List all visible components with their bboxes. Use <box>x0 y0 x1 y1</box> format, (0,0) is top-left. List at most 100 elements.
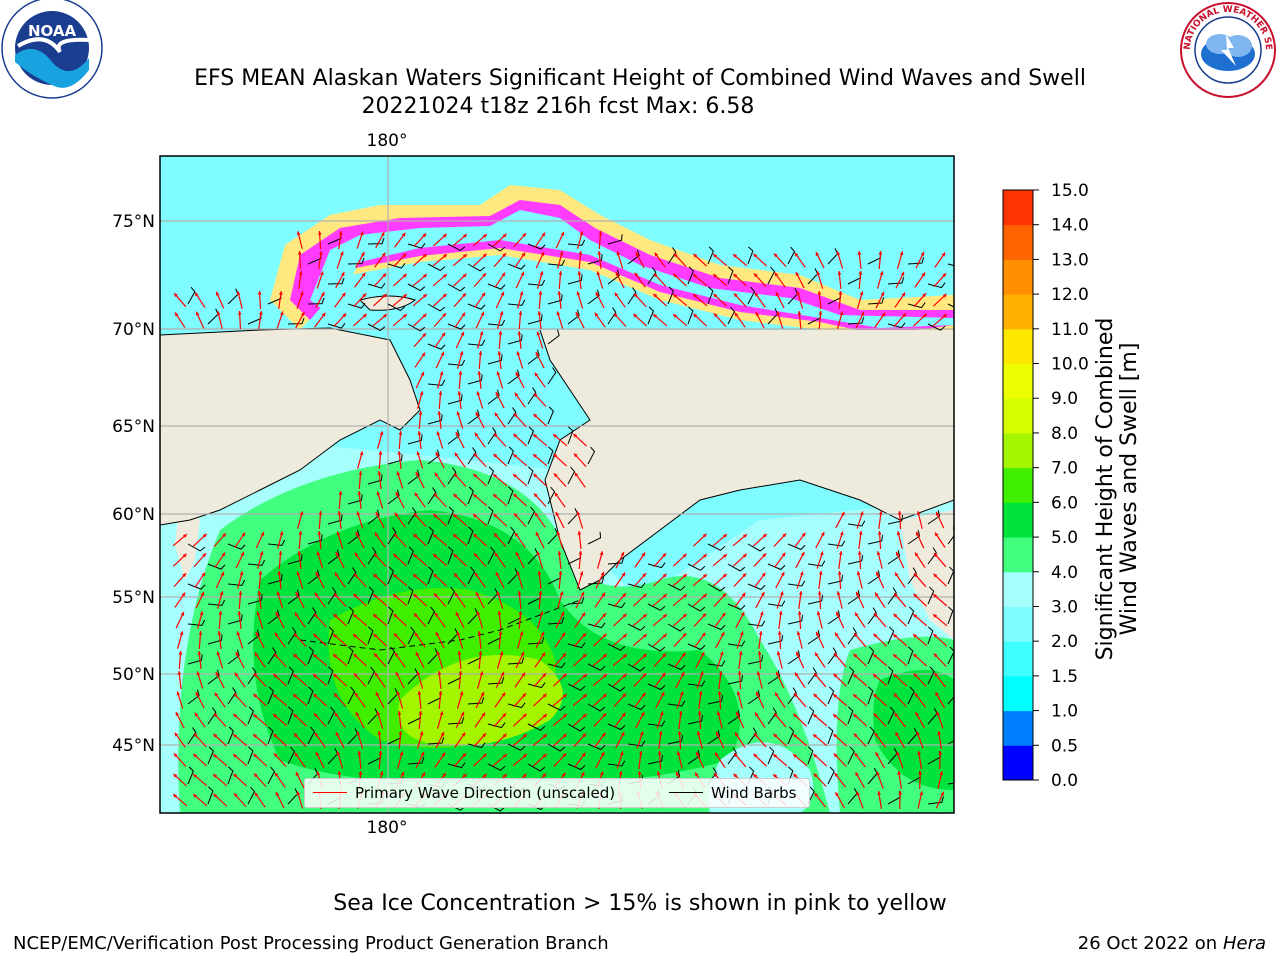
wave-direction-arrowhead <box>454 452 459 457</box>
wind-barb <box>267 609 280 625</box>
wave-direction-arrowhead <box>778 611 783 615</box>
wind-barb <box>887 277 905 285</box>
wave-direction-arrowhead <box>394 512 399 517</box>
wave-direction-arrowhead <box>640 712 645 717</box>
wave-direction-arrowhead <box>775 291 780 296</box>
wave-direction-arrowhead <box>341 292 346 297</box>
wave-direction-arrowhead <box>713 274 718 278</box>
wind-barb <box>627 663 646 672</box>
wind-barb <box>347 646 354 665</box>
wind-barb <box>727 306 736 325</box>
wave-direction-arrowhead <box>416 671 421 676</box>
wave-direction-arrowhead <box>373 594 378 598</box>
wind-barb <box>267 766 276 785</box>
wave-direction-arrowhead <box>414 492 419 497</box>
wave-direction-arrowhead <box>854 633 858 638</box>
wave-direction-arrowhead <box>437 671 442 675</box>
wind-barb <box>947 688 954 705</box>
wave-direction-arrowhead <box>933 573 938 578</box>
wind-barb <box>807 560 826 567</box>
wave-direction-arrowhead <box>673 294 678 298</box>
wind-barb <box>307 686 314 705</box>
wave-direction-arrowhead <box>635 251 640 256</box>
colorbar-segment <box>1003 432 1033 469</box>
wind-barb <box>687 643 706 651</box>
wave-direction-arrowhead <box>437 411 442 415</box>
wave-direction-arrowhead <box>482 753 487 758</box>
wave-direction-arrowhead <box>336 531 341 536</box>
wave-direction-arrowhead <box>894 712 899 717</box>
wave-direction-arrowhead <box>573 453 578 458</box>
wind-barb <box>367 586 374 605</box>
wave-direction-arrowhead <box>876 771 880 776</box>
wave-direction-arrowhead <box>315 571 320 576</box>
wind-barb <box>327 323 346 329</box>
wind-barb <box>527 723 546 731</box>
wind-barb <box>187 286 196 305</box>
wind-barb <box>227 649 240 665</box>
wave-direction-arrowhead <box>633 293 638 298</box>
wave-direction-arrowhead <box>422 333 426 338</box>
wave-direction-arrowhead <box>873 654 878 658</box>
wave-direction-arrowhead <box>597 251 602 255</box>
wave-direction-arrowhead <box>461 732 466 737</box>
wind-barb <box>747 543 766 552</box>
wave-direction-arrowhead <box>520 271 525 276</box>
wind-barb <box>387 303 406 312</box>
wave-direction-arrowhead <box>402 253 407 258</box>
wind-barb <box>187 619 206 626</box>
wave-direction-arrowhead <box>541 232 546 237</box>
wave-direction-arrowhead <box>177 671 182 675</box>
wave-direction-arrowhead <box>937 731 942 735</box>
wave-direction-arrowhead <box>838 551 843 555</box>
wave-direction-arrowhead <box>259 551 264 556</box>
wave-direction-arrowhead <box>422 294 427 298</box>
wave-direction-arrowhead <box>340 272 345 277</box>
wave-direction-arrowhead <box>857 551 862 555</box>
wave-direction-arrowhead <box>602 633 607 638</box>
wave-and-wind-vectors <box>172 230 954 812</box>
wave-direction-arrowhead <box>498 331 503 335</box>
wave-direction-arrowhead <box>253 753 258 758</box>
wind-barb <box>307 607 317 625</box>
wind-barb <box>387 454 403 465</box>
wind-barb <box>867 297 885 305</box>
wave-direction-arrowhead <box>839 311 844 316</box>
wave-direction-arrowhead <box>294 612 299 617</box>
wind-barb <box>327 587 337 605</box>
wave-direction-arrowhead <box>918 771 923 775</box>
wind-barb <box>927 626 934 645</box>
wind-barb <box>587 254 603 265</box>
wave-direction-arrowhead <box>533 454 538 458</box>
colorbar-title-line2: Wind Waves and Swell [m] <box>1117 342 1142 636</box>
wind-barb <box>827 766 835 785</box>
wave-direction-arrowhead <box>442 254 447 258</box>
lat-label: 45°N <box>112 736 155 756</box>
wave-direction-arrowhead <box>720 632 725 637</box>
wave-direction-arrowhead <box>180 611 185 616</box>
wind-barb <box>587 446 596 465</box>
wind-barb <box>807 594 824 605</box>
wind-barb <box>427 303 446 312</box>
wave-direction-arrowhead <box>360 252 365 257</box>
wave-direction-arrowhead <box>579 571 584 576</box>
wave-direction-arrowhead <box>213 793 218 798</box>
wind-barb <box>667 734 684 745</box>
wave-direction-arrowhead <box>538 591 543 595</box>
wave-direction-arrowhead <box>542 673 546 678</box>
wave-direction-arrowhead <box>442 773 446 778</box>
wind-barb <box>767 707 777 725</box>
wind-barb <box>947 527 954 545</box>
wind-barb <box>847 706 854 725</box>
wave-direction-arrowhead <box>173 773 178 778</box>
wave-direction-arrowhead <box>582 733 587 738</box>
wave-direction-arrowhead <box>499 651 504 656</box>
wave-direction-arrowhead <box>453 514 458 518</box>
wave-direction-arrowhead <box>634 272 639 277</box>
wave-direction-arrowhead <box>700 652 705 657</box>
wave-direction-arrowhead <box>555 511 560 516</box>
wave-direction-arrowhead <box>582 694 587 698</box>
wave-direction-arrowhead <box>859 291 864 296</box>
wind-barb <box>527 243 546 250</box>
wave-direction-arrowhead <box>502 713 506 718</box>
